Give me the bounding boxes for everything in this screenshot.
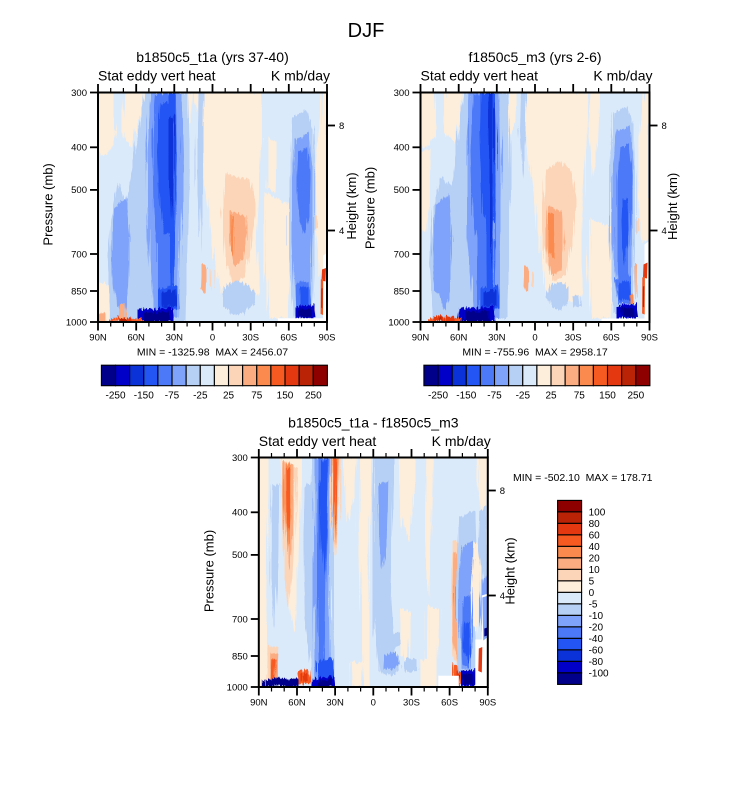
svg-text:b1850c5_t1a (yrs 37-40): b1850c5_t1a (yrs 37-40): [136, 49, 289, 65]
svg-text:60N: 60N: [450, 333, 468, 344]
svg-text:80: 80: [589, 519, 601, 530]
svg-text:30S: 30S: [565, 333, 582, 344]
svg-text:90S: 90S: [479, 698, 496, 709]
svg-text:DJF: DJF: [348, 20, 385, 42]
svg-text:30S: 30S: [242, 333, 259, 344]
svg-text:75: 75: [574, 390, 586, 401]
svg-text:-75: -75: [487, 390, 502, 401]
svg-text:60S: 60S: [603, 333, 620, 344]
svg-text:4: 4: [662, 226, 667, 237]
svg-text:Height (km): Height (km): [344, 172, 359, 239]
svg-text:700: 700: [232, 614, 248, 625]
svg-text:0: 0: [589, 588, 595, 599]
svg-text:30N: 30N: [326, 698, 344, 709]
svg-text:1000: 1000: [66, 317, 87, 328]
svg-text:100: 100: [589, 507, 606, 518]
svg-text:8: 8: [662, 121, 667, 132]
svg-text:400: 400: [232, 508, 248, 519]
svg-text:150: 150: [599, 390, 616, 401]
svg-text:MIN = -502.10 MAX = 178.71: MIN = -502.10 MAX = 178.71: [513, 472, 653, 484]
svg-text:-10: -10: [589, 611, 604, 622]
svg-text:30N: 30N: [166, 333, 184, 344]
svg-text:-25: -25: [193, 390, 208, 401]
svg-text:90N: 90N: [89, 333, 107, 344]
svg-text:-25: -25: [516, 390, 531, 401]
svg-text:30N: 30N: [488, 333, 506, 344]
svg-text:60S: 60S: [280, 333, 297, 344]
svg-text:1000: 1000: [227, 682, 248, 693]
svg-text:Stat eddy vert heat: Stat eddy vert heat: [421, 68, 539, 84]
svg-text:8: 8: [500, 486, 505, 497]
svg-text:700: 700: [71, 249, 87, 260]
svg-text:10: 10: [589, 565, 601, 576]
svg-text:500: 500: [394, 185, 410, 196]
svg-text:-80: -80: [589, 657, 604, 668]
svg-text:Height (km): Height (km): [502, 537, 517, 604]
svg-text:75: 75: [251, 390, 263, 401]
svg-text:b1850c5_t1a - f1850c5_m3: b1850c5_t1a - f1850c5_m3: [288, 415, 459, 431]
svg-text:Pressure (mb): Pressure (mb): [202, 530, 217, 612]
svg-text:Pressure (mb): Pressure (mb): [41, 163, 56, 245]
svg-text:MIN = -1325.98 MAX = 2456.07: MIN = -1325.98 MAX = 2456.07: [137, 347, 288, 359]
svg-text:30S: 30S: [403, 698, 420, 709]
svg-text:400: 400: [394, 143, 410, 154]
svg-text:700: 700: [394, 249, 410, 260]
svg-text:-250: -250: [428, 390, 448, 401]
svg-text:60N: 60N: [127, 333, 145, 344]
svg-text:90S: 90S: [319, 333, 336, 344]
svg-text:25: 25: [223, 390, 235, 401]
svg-text:K mb/day: K mb/day: [593, 68, 652, 84]
svg-text:-5: -5: [589, 599, 598, 610]
svg-text:5: 5: [589, 576, 595, 587]
svg-text:300: 300: [394, 88, 410, 99]
svg-text:Pressure (mb): Pressure (mb): [362, 167, 377, 249]
svg-text:300: 300: [232, 453, 248, 464]
svg-text:850: 850: [71, 286, 87, 297]
svg-text:K mb/day: K mb/day: [271, 68, 330, 84]
svg-text:MIN = -755.96 MAX = 2958.17: MIN = -755.96 MAX = 2958.17: [462, 347, 607, 359]
svg-text:90S: 90S: [641, 333, 658, 344]
svg-text:-40: -40: [589, 634, 604, 645]
svg-text:850: 850: [394, 286, 410, 297]
svg-text:250: 250: [305, 390, 322, 401]
svg-text:-100: -100: [589, 668, 609, 679]
svg-text:8: 8: [339, 121, 344, 132]
svg-text:500: 500: [71, 185, 87, 196]
svg-text:250: 250: [627, 390, 644, 401]
svg-text:Height (km): Height (km): [665, 173, 680, 240]
svg-text:-150: -150: [134, 390, 154, 401]
svg-text:850: 850: [232, 651, 248, 662]
svg-text:90N: 90N: [412, 333, 430, 344]
svg-text:60N: 60N: [288, 698, 306, 709]
svg-text:60: 60: [589, 530, 601, 541]
svg-text:-60: -60: [589, 645, 604, 656]
svg-text:0: 0: [532, 333, 537, 344]
svg-text:-150: -150: [456, 390, 476, 401]
svg-text:60S: 60S: [441, 698, 458, 709]
svg-text:400: 400: [71, 143, 87, 154]
svg-text:0: 0: [371, 698, 376, 709]
svg-text:4: 4: [500, 591, 505, 602]
svg-text:f1850c5_m3 (yrs 2-6): f1850c5_m3 (yrs 2-6): [468, 49, 601, 65]
svg-text:150: 150: [277, 390, 294, 401]
svg-text:1000: 1000: [388, 317, 409, 328]
svg-text:500: 500: [232, 550, 248, 561]
svg-text:4: 4: [339, 226, 344, 237]
svg-text:25: 25: [545, 390, 557, 401]
svg-text:40: 40: [589, 542, 601, 553]
svg-text:Stat eddy vert heat: Stat eddy vert heat: [259, 433, 377, 449]
svg-text:-20: -20: [589, 622, 604, 633]
svg-text:300: 300: [71, 88, 87, 99]
svg-text:K mb/day: K mb/day: [432, 433, 491, 449]
svg-text:0: 0: [210, 333, 215, 344]
svg-text:-250: -250: [105, 390, 125, 401]
svg-text:20: 20: [589, 553, 601, 564]
svg-text:90N: 90N: [250, 698, 268, 709]
svg-text:Stat eddy vert heat: Stat eddy vert heat: [98, 68, 216, 84]
svg-text:-75: -75: [165, 390, 180, 401]
